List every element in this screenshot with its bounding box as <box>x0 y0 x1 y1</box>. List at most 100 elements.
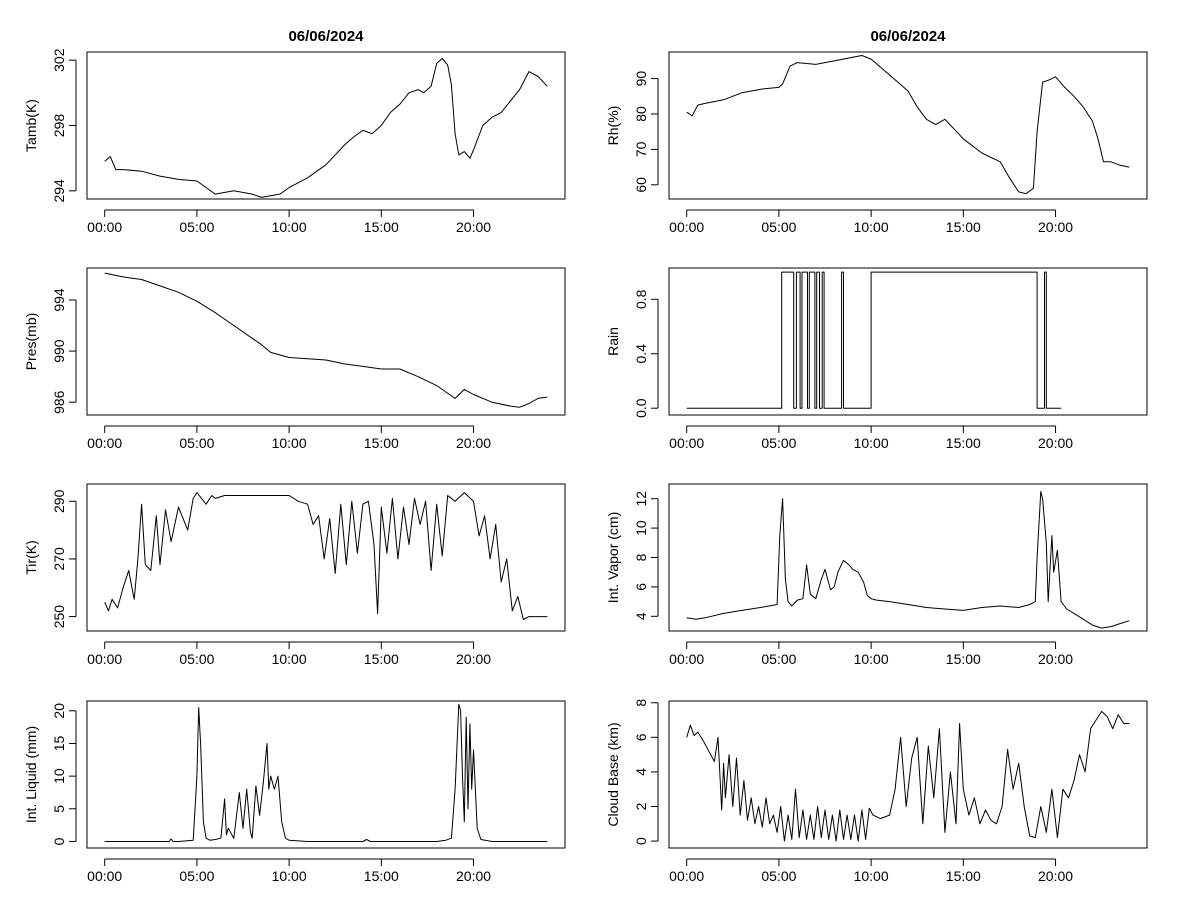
panel-cloud-base: 00:00 05:00 10:00 15:00 20:00 0 2 4 6 8 Cloud Base… <box>605 699 1148 884</box>
y-axis-label-rain: Rain <box>605 327 621 356</box>
x-tick-label-tir: 15:00 <box>364 651 399 667</box>
x-tick-label-tir: 00:00 <box>87 651 122 667</box>
y-tick-label-int-liquid: 15 <box>51 735 67 751</box>
x-tick-label-int-vapor: 15:00 <box>946 651 981 667</box>
y-tick-label-int-liquid: 10 <box>51 768 67 784</box>
x-tick-label-tamb: 05:00 <box>179 219 214 235</box>
y-tick-label-tamb: 302 <box>51 48 67 72</box>
y-tick-label-tir: 250 <box>51 605 67 629</box>
y-tick-label-pres: 986 <box>51 390 67 414</box>
x-tick-label-int-vapor: 05:00 <box>761 651 796 667</box>
plot-frame-pres <box>86 267 566 416</box>
plot-frame-int-liquid <box>86 700 566 849</box>
plot-frame-rain <box>668 267 1148 416</box>
x-tick-label-cloud-base: 10:00 <box>854 868 889 884</box>
series-line-pres <box>104 272 548 408</box>
x-tick-label-int-liquid: 10:00 <box>272 868 307 884</box>
plot-frame-rh <box>668 51 1148 200</box>
x-tick-label-int-vapor: 00:00 <box>669 651 704 667</box>
series-line-rh <box>686 55 1130 195</box>
series-line-int-vapor <box>686 490 1130 629</box>
x-tick-label-cloud-base: 00:00 <box>669 868 704 884</box>
x-tick-label-pres: 15:00 <box>364 435 399 451</box>
y-tick-label-int-vapor: 6 <box>633 583 649 591</box>
y-tick-label-rh: 60 <box>633 177 649 193</box>
chart-title-tamb: 06/06/2024 <box>288 28 364 45</box>
x-tick-label-rh: 20:00 <box>1038 219 1073 235</box>
x-tick-label-cloud-base: 20:00 <box>1038 868 1073 884</box>
y-tick-label-rh: 70 <box>633 141 649 157</box>
y-tick-label-rain: 0.0 <box>633 398 649 418</box>
y-axis-label-tir: Tir(K) <box>23 540 39 574</box>
y-tick-label-cloud-base: 6 <box>633 733 649 741</box>
y-tick-label-rain: 0.8 <box>633 289 649 309</box>
x-tick-label-int-liquid: 00:00 <box>87 868 122 884</box>
x-tick-label-int-liquid: 20:00 <box>456 868 491 884</box>
x-tick-label-tir: 05:00 <box>179 651 214 667</box>
series-line-tamb <box>104 58 548 198</box>
x-tick-label-int-vapor: 10:00 <box>854 651 889 667</box>
y-axis-label-int-vapor: Int. Vapor (cm) <box>605 512 621 604</box>
y-tick-label-tir: 290 <box>51 489 67 513</box>
y-tick-label-cloud-base: 2 <box>633 802 649 810</box>
x-tick-label-rh: 10:00 <box>854 219 889 235</box>
chart-title-rh: 06/06/2024 <box>870 28 946 45</box>
y-tick-label-int-liquid: 5 <box>51 805 67 813</box>
y-tick-label-cloud-base: 8 <box>633 699 649 707</box>
panel-tamb: 00:00 05:00 10:00 15:00 20:00 294 298 302 Tamb(K… <box>23 28 566 235</box>
x-tick-label-pres: 10:00 <box>272 435 307 451</box>
series-line-int-liquid <box>104 703 548 842</box>
y-tick-label-int-vapor: 4 <box>633 612 649 620</box>
y-tick-label-tir: 270 <box>51 547 67 571</box>
x-tick-label-rh: 05:00 <box>761 219 796 235</box>
y-tick-label-pres: 994 <box>51 288 67 312</box>
plot-frame-tamb <box>86 51 566 200</box>
y-axis-label-rh: Rh(%) <box>605 106 621 146</box>
y-tick-label-int-liquid: 0 <box>51 837 67 845</box>
y-tick-label-pres: 990 <box>51 339 67 363</box>
plot-frame-int-vapor <box>668 483 1148 632</box>
y-tick-label-int-vapor: 8 <box>633 553 649 561</box>
panel-int-liquid: 00:00 05:00 10:00 15:00 20:00 0 5 10 15 20 Int. Li… <box>23 700 566 884</box>
x-tick-label-tamb: 15:00 <box>364 219 399 235</box>
x-tick-label-rain: 10:00 <box>854 435 889 451</box>
y-tick-label-int-vapor: 10 <box>633 520 649 536</box>
y-tick-label-int-liquid: 20 <box>51 703 67 719</box>
x-tick-label-tamb: 20:00 <box>456 219 491 235</box>
x-tick-label-pres: 20:00 <box>456 435 491 451</box>
panel-int-vapor: 00:00 05:00 10:00 15:00 20:00 4 6 8 10 12 Int. Vap… <box>605 483 1148 667</box>
x-tick-label-rh: 00:00 <box>669 219 704 235</box>
x-tick-label-cloud-base: 05:00 <box>761 868 796 884</box>
x-tick-label-int-vapor: 20:00 <box>1038 651 1073 667</box>
x-tick-label-tamb: 00:00 <box>87 219 122 235</box>
y-tick-label-tamb: 294 <box>51 179 67 203</box>
y-axis-label-tamb: Tamb(K) <box>23 99 39 152</box>
y-tick-label-cloud-base: 0 <box>633 837 649 845</box>
panel-tir: 00:00 05:00 10:00 15:00 20:00 250 270 290 Tir(K) <box>23 483 566 667</box>
y-axis-label-cloud-base: Cloud Base (km) <box>605 722 621 826</box>
series-line-rain <box>686 271 1062 409</box>
y-tick-label-cloud-base: 4 <box>633 768 649 776</box>
panel-rh: 00:00 05:00 10:00 15:00 20:00 60 70 80 90 Rh(%) 06… <box>605 28 1148 235</box>
x-tick-label-int-liquid: 15:00 <box>364 868 399 884</box>
x-tick-label-rain: 20:00 <box>1038 435 1073 451</box>
y-axis-label-pres: Pres(mb) <box>23 313 39 371</box>
y-axis-label-int-liquid: Int. Liquid (mm) <box>23 726 39 823</box>
y-tick-label-rh: 80 <box>633 106 649 122</box>
y-tick-label-tamb: 298 <box>51 114 67 138</box>
x-tick-label-pres: 05:00 <box>179 435 214 451</box>
y-tick-label-int-vapor: 12 <box>633 491 649 507</box>
x-tick-label-cloud-base: 15:00 <box>946 868 981 884</box>
plot-frame-cloud-base <box>668 700 1148 849</box>
x-tick-label-tamb: 10:00 <box>272 219 307 235</box>
panel-rain: 00:00 05:00 10:00 15:00 20:00 0.0 0.4 0.8 Rain <box>605 267 1148 451</box>
panel-pres: 00:00 05:00 10:00 15:00 20:00 986 990 994 Pres(m… <box>23 267 566 451</box>
x-tick-label-tir: 10:00 <box>272 651 307 667</box>
y-tick-label-rain: 0.4 <box>633 344 649 364</box>
series-line-cloud-base <box>686 710 1130 842</box>
x-tick-label-rain: 15:00 <box>946 435 981 451</box>
x-tick-label-rain: 00:00 <box>669 435 704 451</box>
x-tick-label-int-liquid: 05:00 <box>179 868 214 884</box>
series-line-tir <box>104 492 548 620</box>
